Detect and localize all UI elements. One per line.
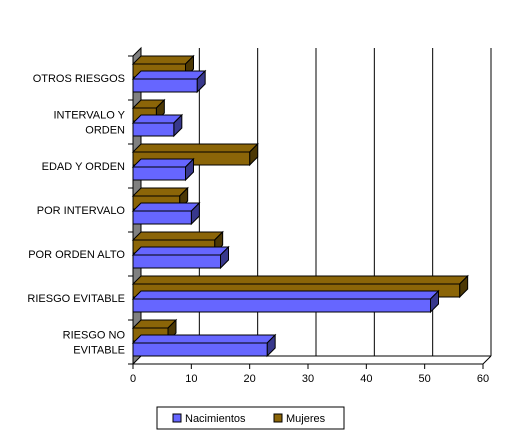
x-tick-label: 50 <box>419 373 431 385</box>
x-tick-label: 40 <box>360 373 372 385</box>
bar-nacimientos-front <box>132 122 175 137</box>
category-label: POR INTERVALO <box>37 205 126 217</box>
x-tick-label: 20 <box>244 373 256 385</box>
category-label: EVITABLE <box>73 345 125 357</box>
bar-nacimientos <box>131 201 201 226</box>
x-tick-label: 60 <box>477 373 489 385</box>
bar-mujeres-top <box>131 187 189 197</box>
bar-mujeres-top <box>131 275 469 285</box>
bars-layer <box>131 54 469 358</box>
bar-nacimientos-front <box>132 166 186 181</box>
bar-nacimientos <box>131 289 440 314</box>
bar-nacimientos-front <box>132 210 192 225</box>
bar-nacimientos-top <box>131 246 230 256</box>
category-label: POR ORDEN ALTO <box>28 249 125 261</box>
bar-nacimientos <box>131 333 277 358</box>
bar-nacimientos-front <box>132 298 431 313</box>
bar-mujeres-top <box>131 143 259 153</box>
x-tick-label: 30 <box>302 373 314 385</box>
bar-nacimientos-top <box>131 290 440 300</box>
category-label: RIESGO NO <box>63 330 126 342</box>
legend-swatch <box>273 413 283 423</box>
bar-nacimientos-top <box>131 158 195 168</box>
legend-swatch <box>172 413 182 423</box>
category-label: ORDEN <box>85 125 125 137</box>
bar-nacimientos-front <box>132 342 268 357</box>
bar-nacimientos <box>131 113 184 138</box>
floor-edge <box>482 355 492 365</box>
bar-mujeres-top <box>131 231 224 241</box>
bar-nacimientos-front <box>132 78 198 93</box>
x-tick-label: 10 <box>185 373 197 385</box>
category-label: OTROS RIESGOS <box>33 73 125 85</box>
bar-nacimientos <box>131 69 207 94</box>
labels-layer: 0 10 20 30 40 50 60 RIESGO NO EVITABLE RIESGO EVI… <box>27 73 489 385</box>
bar-nacimientos <box>131 245 230 270</box>
bar-nacimientos-top <box>131 202 201 212</box>
bar-nacimientos-top <box>131 70 207 80</box>
bar-nacimientos-top <box>131 334 277 344</box>
legend-label: Mujeres <box>286 413 326 425</box>
category-label: RIESGO EVITABLE <box>27 293 125 305</box>
legend: Nacimientos Mujeres <box>156 406 345 430</box>
category-label: EDAD Y ORDEN <box>42 161 125 173</box>
x-tick-label: 0 <box>130 373 136 385</box>
category-label: INTERVALO Y <box>53 110 125 122</box>
bar-mujeres-top <box>131 55 195 65</box>
bar-nacimientos-front <box>132 254 221 269</box>
legend-label: Nacimientos <box>185 413 246 425</box>
legend-box <box>156 406 345 430</box>
bar-nacimientos <box>131 157 195 182</box>
